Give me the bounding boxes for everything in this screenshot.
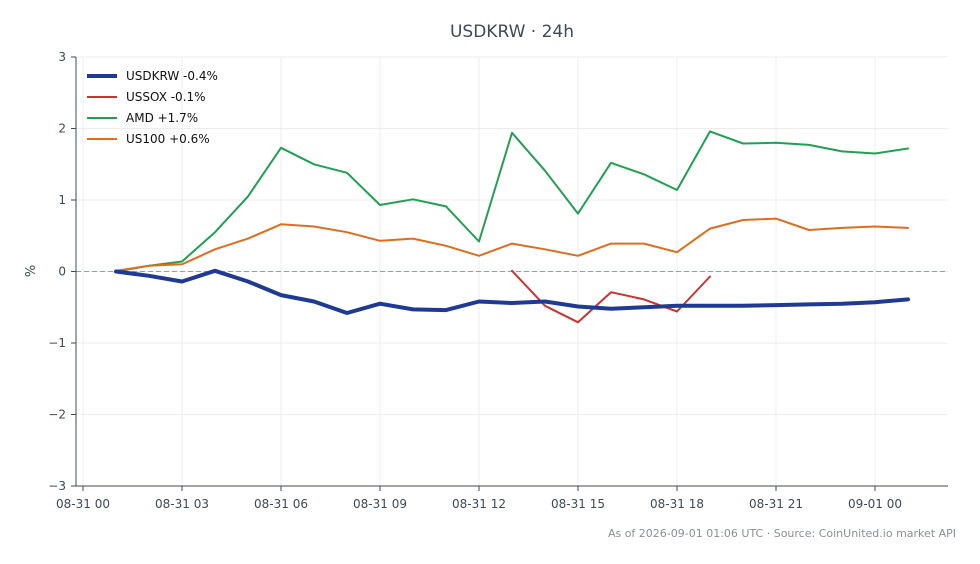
y-tick-label: −1 <box>48 336 66 350</box>
x-tick-label: 08-31 15 <box>551 497 605 511</box>
y-tick-label: 3 <box>58 50 66 64</box>
x-tick-label: 08-31 03 <box>155 497 209 511</box>
y-tick-label: 0 <box>58 265 66 279</box>
series-line-1 <box>511 269 711 324</box>
x-tick-label: 08-31 09 <box>353 497 407 511</box>
y-axis-ticks: 3 2 1 0 −1 −2 −3 <box>48 50 76 493</box>
footer-source-text: As of 2026-09-01 01:06 UTC · Source: Coi… <box>608 527 956 540</box>
x-tick-label: 08-31 18 <box>650 497 704 511</box>
y-tick-label: −3 <box>48 479 66 493</box>
x-tick-label: 09-01 00 <box>848 497 902 511</box>
series-line-3 <box>115 217 909 272</box>
legend-label-2: AMD +1.7% <box>126 111 198 125</box>
chart-title: USDKRW · 24h <box>450 22 574 42</box>
y-tick-label: 1 <box>58 193 66 207</box>
series-line-2 <box>115 130 909 273</box>
x-axis-ticks: 08-31 00 08-31 03 08-31 06 08-31 09 08-31 12… <box>56 486 902 511</box>
x-tick-label: 08-31 21 <box>749 497 803 511</box>
legend-label-0: USDKRW -0.4% <box>126 69 218 83</box>
y-tick-label: 2 <box>58 122 66 136</box>
series-lines <box>114 130 910 324</box>
y-axis-label: % <box>24 265 39 277</box>
legend-label-3: US100 +0.6% <box>126 132 210 146</box>
y-tick-label: −2 <box>48 408 66 422</box>
x-tick-label: 08-31 12 <box>452 497 506 511</box>
series-line-0 <box>114 268 910 315</box>
legend-label-1: USSOX -0.1% <box>126 90 206 104</box>
x-tick-label: 08-31 00 <box>56 497 110 511</box>
legend: USDKRW -0.4% USSOX -0.1% AMD +1.7% US100 +0… <box>87 69 218 146</box>
x-tick-label: 08-31 06 <box>254 497 308 511</box>
